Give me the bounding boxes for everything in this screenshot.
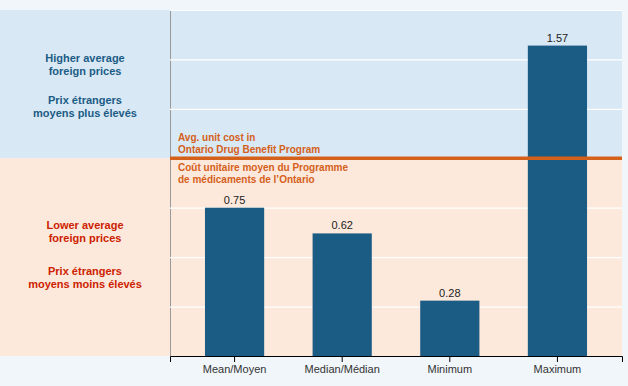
chart: Mean/Moyen Median/Médian Minimum Maximum 0.7… xyxy=(0,0,628,386)
reference-line xyxy=(170,157,622,161)
region-text: Lower averageforeign prices xyxy=(46,219,123,244)
data-label: 0.62 xyxy=(331,219,352,231)
reference-label-line: de médicaments de l’Ontario xyxy=(178,174,315,185)
x-tick-mark xyxy=(342,356,343,362)
y-axis-line xyxy=(170,11,171,357)
region-text-line: Lower average xyxy=(46,219,123,231)
bar xyxy=(528,46,587,356)
x-tick-mark xyxy=(234,356,235,362)
reference-label: Coût unitaire moyen du Programmede médic… xyxy=(178,162,348,185)
reference-label-line: Avg. unit cost in xyxy=(178,132,255,143)
x-axis-line xyxy=(171,357,623,363)
reference-label: Avg. unit cost inOntario Drug Benefit Pr… xyxy=(178,132,320,155)
y-tick xyxy=(170,158,622,159)
background xyxy=(0,0,628,386)
x-tick-label: Maximum xyxy=(534,363,582,375)
data-label: 1.57 xyxy=(547,32,568,44)
region-text: Prix étrangersmoyens plus élevés xyxy=(33,94,137,119)
data-label: 0.75 xyxy=(224,194,245,206)
x-tick-label: Median/Médian xyxy=(305,363,380,375)
bar xyxy=(313,233,372,356)
reference-label-line: Ontario Drug Benefit Program xyxy=(178,144,320,155)
grid-line xyxy=(170,10,622,11)
region-text-line: Prix étrangers xyxy=(48,94,122,106)
x-tick: Mean/Moyen xyxy=(203,356,267,375)
annotations: Avg. unit cost inOntario Drug Benefit Pr… xyxy=(28,52,348,290)
region-text-line: moyens plus élevés xyxy=(33,107,137,119)
y-axis xyxy=(170,11,622,357)
region-text-line: foreign prices xyxy=(49,65,122,77)
bar xyxy=(420,301,479,356)
region-text-line: Higher average xyxy=(45,52,124,64)
data-label: 0.28 xyxy=(439,287,460,299)
region-text: Prix étrangersmoyens moins élevés xyxy=(28,265,142,290)
region-text: Higher averageforeign prices xyxy=(45,52,124,77)
x-tick: Minimum xyxy=(427,356,472,375)
bar xyxy=(205,208,264,356)
grid-line xyxy=(170,158,622,159)
x-tick-label: Mean/Moyen xyxy=(203,363,267,375)
x-axis: Mean/Moyen Median/Médian Minimum Maximum xyxy=(171,356,623,375)
x-tick: Median/Médian xyxy=(305,356,380,375)
reference-label-line: Coût unitaire moyen du Programme xyxy=(178,162,348,173)
region-text-line: foreign prices xyxy=(49,232,122,244)
region-text-line: moyens moins élevés xyxy=(28,278,142,290)
x-tick-label: Minimum xyxy=(427,363,472,375)
y-tick xyxy=(170,10,622,11)
bars xyxy=(170,46,622,356)
x-tick: Maximum xyxy=(534,356,582,375)
region-text-line: Prix étrangers xyxy=(48,265,122,277)
x-tick-mark xyxy=(557,356,558,362)
x-tick-mark xyxy=(449,356,450,362)
